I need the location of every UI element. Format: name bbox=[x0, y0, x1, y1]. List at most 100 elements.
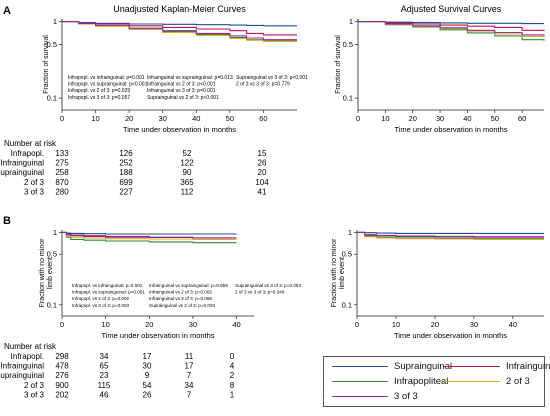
risk-count: 870 bbox=[55, 178, 69, 187]
x-tick-label: 30 bbox=[436, 114, 444, 123]
series-line-2-of-3 bbox=[62, 231, 237, 240]
p-value-annotation: Infrapopl. vs infrainguinal: p=0.001 bbox=[72, 283, 143, 288]
y-axis-label-line: Fraction with no minor bbox=[39, 238, 46, 308]
p-value-annotation: Infrapopl. vs infrainguinal: p=0.001 bbox=[68, 75, 145, 81]
legend-swatch bbox=[444, 366, 500, 367]
series-line-suprainguinal bbox=[62, 21, 297, 27]
x-axis-label: Time under observation in months bbox=[394, 331, 507, 340]
risk-count: 23 bbox=[100, 371, 109, 380]
risk-count: 54 bbox=[143, 381, 152, 390]
risk-count: 34 bbox=[185, 381, 194, 390]
risk-count: 7 bbox=[187, 390, 192, 399]
panel-label-a: A bbox=[3, 5, 11, 17]
risk-group-label: Infrapopl. bbox=[11, 352, 44, 361]
series-line-suprainguinal bbox=[62, 231, 237, 235]
risk-group-label: Suprainguinal bbox=[0, 371, 44, 380]
risk-group-label: 3 of 3 bbox=[24, 390, 45, 399]
risk-count: 46 bbox=[100, 390, 109, 399]
p-value-annotation: Infrapopl. vs suprainguinal: p<0.001 bbox=[68, 82, 148, 88]
p-value-annotation: Infrapopl. vs 2 of 3: p=0.029 bbox=[68, 88, 130, 94]
legend-item-2-of-3: 2 of 3 bbox=[444, 376, 530, 387]
x-tick-label: 40 bbox=[192, 114, 200, 123]
x-axis-label: Time under observation in months bbox=[123, 125, 236, 134]
x-tick-label: 60 bbox=[259, 114, 267, 123]
risk-count: 0 bbox=[230, 352, 235, 361]
risk-table-header: Number at risk bbox=[4, 139, 57, 148]
legend-swatch bbox=[332, 366, 388, 367]
risk-group-label: Infrainguinal bbox=[0, 159, 44, 168]
p-value-annotation: 2 of 3 vs 3 of 3: p=0.346 bbox=[235, 290, 285, 295]
p-value-annotation: Infrainguinal vs suprainguinal: p=0.013 bbox=[147, 75, 233, 81]
y-tick-label: 1 bbox=[348, 228, 352, 237]
x-tick-label: 0 bbox=[60, 320, 64, 329]
chart-title: Unadjusted Kaplan-Meier Curves bbox=[113, 4, 246, 14]
series-line-suprainguinal bbox=[357, 231, 544, 234]
risk-count: 133 bbox=[55, 149, 69, 158]
legend-item-infrapopliteal: Infrapopliteal bbox=[332, 376, 448, 387]
y-tick-label: 0.1 bbox=[47, 94, 57, 103]
series-line-2-of-3 bbox=[357, 231, 544, 240]
p-value-annotation: Infrapopl. vs suprainguinal: p<0.001 bbox=[72, 290, 145, 295]
y-tick-label: 1 bbox=[349, 17, 353, 26]
legend-item-suprainguinal: Suprainguinal bbox=[332, 361, 452, 372]
p-value-annotation: Infrainguinal vs 2 of 3: p<0.001 bbox=[147, 82, 216, 88]
y-tick-label: 0.5 bbox=[343, 40, 353, 49]
risk-count: 15 bbox=[258, 149, 267, 158]
legend-swatch bbox=[444, 381, 500, 382]
y-tick-label: 1 bbox=[53, 228, 57, 237]
series-line-3-of-3 bbox=[357, 231, 544, 238]
risk-count: 365 bbox=[180, 178, 194, 187]
y-tick-label: 0.1 bbox=[342, 300, 352, 309]
risk-count: 8 bbox=[230, 381, 235, 390]
legend-label: 2 of 3 bbox=[506, 376, 530, 387]
risk-group-label: Infrainguinal bbox=[0, 362, 44, 371]
risk-count: 202 bbox=[55, 390, 69, 399]
risk-count: 90 bbox=[183, 168, 192, 177]
legend-item-infrainguinal: Infrainguinal bbox=[444, 361, 550, 372]
legend-label: 3 of 3 bbox=[394, 391, 418, 402]
y-axis-label: Fraction with no minorlimb event bbox=[331, 238, 346, 308]
x-tick-label: 0 bbox=[356, 114, 360, 123]
legend-label: Infrapopliteal bbox=[394, 376, 449, 387]
risk-count: 20 bbox=[258, 168, 267, 177]
p-value-annotation: Infrainguinal vs 3 of 3: p=0.066 bbox=[149, 296, 212, 301]
risk-count: 227 bbox=[119, 187, 133, 196]
risk-table-header: Number at risk bbox=[4, 342, 57, 351]
x-tick-label: 20 bbox=[431, 320, 439, 329]
x-tick-label: 10 bbox=[381, 114, 389, 123]
y-axis-label-line: Fraction with no minor bbox=[331, 238, 338, 308]
p-value-annotation: Infrainguinal vs 3 of 3: p=0.001 bbox=[147, 88, 216, 94]
risk-count: 7 bbox=[187, 371, 192, 380]
risk-count: 900 bbox=[55, 381, 69, 390]
risk-count: 104 bbox=[255, 178, 269, 187]
risk-count: 26 bbox=[143, 390, 152, 399]
legend-swatch bbox=[332, 381, 388, 382]
risk-count: 1 bbox=[230, 390, 235, 399]
y-tick-label: 0.1 bbox=[47, 300, 57, 309]
y-tick-label: 0.5 bbox=[342, 250, 352, 259]
risk-count: 280 bbox=[55, 187, 69, 196]
panel-label-b: B bbox=[3, 215, 11, 227]
x-tick-label: 10 bbox=[91, 114, 99, 123]
series-line-3-of-3 bbox=[358, 21, 545, 36]
x-tick-label: 50 bbox=[226, 114, 234, 123]
x-tick-label: 10 bbox=[101, 320, 109, 329]
p-value-annotation: Suprainguinal vs 3 of 3: p=0.053 bbox=[235, 283, 301, 288]
y-axis-label-line: limb event bbox=[47, 257, 54, 289]
x-tick-label: 20 bbox=[409, 114, 417, 123]
risk-count: 4 bbox=[230, 362, 235, 371]
risk-group-label: 2 of 3 bbox=[24, 381, 45, 390]
x-tick-label: 0 bbox=[60, 114, 64, 123]
x-tick-label: 30 bbox=[159, 114, 167, 123]
p-value-annotation: Infrainguinal vs 2 of 3: p=0.002 bbox=[149, 290, 212, 295]
x-tick-label: 60 bbox=[518, 114, 526, 123]
legend-label: Infrainguinal bbox=[506, 361, 550, 372]
risk-count: 112 bbox=[181, 187, 194, 196]
risk-count: 65 bbox=[100, 362, 109, 371]
legend-item-3-of-3: 3 of 3 bbox=[332, 391, 418, 402]
chart-1: Unadjusted Kaplan-Meier Curves 0 10 20 30 40 5… bbox=[0, 4, 308, 196]
y-tick-label: 0.1 bbox=[343, 94, 353, 103]
p-value-annotation: Infrainguinal vs suprainguinal: p=0.859 bbox=[149, 283, 228, 288]
x-tick-label: 40 bbox=[509, 320, 517, 329]
